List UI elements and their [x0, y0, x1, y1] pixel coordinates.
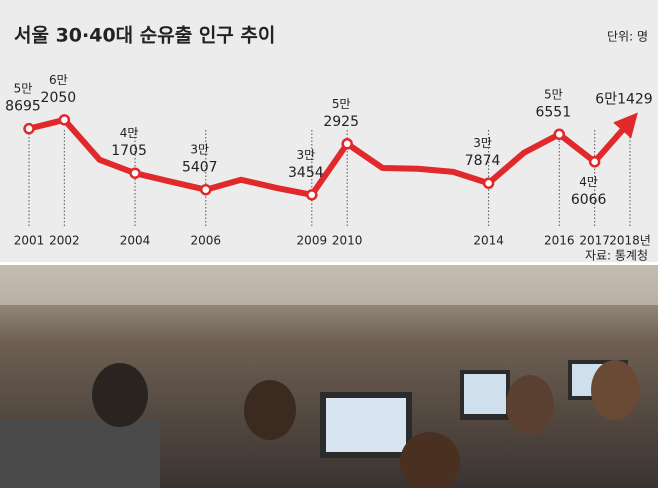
- data-label: 3만 5407: [182, 142, 218, 176]
- unit-note: 단위: 명: [607, 30, 648, 44]
- x-tick-label: 2004: [120, 234, 151, 248]
- data-point: [200, 183, 212, 196]
- data-point: [553, 128, 566, 141]
- x-tick-label: 2017: [579, 234, 610, 248]
- x-tick-label: 2002: [49, 234, 80, 248]
- chart-background: [0, 0, 658, 262]
- data-line: [28, 112, 638, 198]
- data-label: 4만 1705: [111, 126, 147, 160]
- data-label: 5만 2925: [323, 96, 359, 130]
- x-tick-label: 2006: [190, 234, 221, 248]
- data-point: [482, 177, 495, 189]
- x-tick-label: 2014: [473, 234, 504, 248]
- data-label: 5만 8695: [5, 81, 41, 115]
- data-label: 5만 6551: [535, 87, 571, 121]
- x-tick-label: 2001: [14, 234, 45, 248]
- data-label: 4만 6066: [571, 174, 607, 208]
- x-tick-label: 2010: [332, 234, 363, 248]
- data-point: [58, 114, 71, 126]
- x-tick-label: 2016: [544, 234, 575, 248]
- data-point: [306, 189, 318, 201]
- x-tick-label: 2018년: [609, 234, 651, 248]
- x-tick-label: 2009: [297, 234, 328, 248]
- data-label: 6만1429: [595, 91, 652, 107]
- source-note: 자료: 통계청: [585, 249, 648, 263]
- data-point: [341, 138, 353, 150]
- data-point: [129, 167, 141, 179]
- photo: [0, 265, 658, 492]
- data-label: 3만 7874: [465, 136, 501, 170]
- data-label: 3만 3454: [288, 147, 324, 181]
- data-point: [588, 156, 601, 168]
- data-label: 6만 2050: [41, 72, 77, 106]
- chart-title: 서울 30·40대 순유출 인구 추이: [14, 25, 275, 47]
- data-point: [23, 122, 35, 135]
